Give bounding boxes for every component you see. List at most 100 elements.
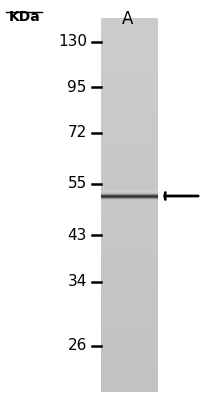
Bar [101, 72, 158, 74]
Bar [101, 134, 158, 136]
Bar [101, 242, 158, 244]
Bar [101, 304, 158, 306]
Bar [101, 211, 158, 212]
Bar [101, 138, 158, 140]
Bar [101, 203, 158, 205]
Bar [101, 314, 158, 315]
Bar [101, 295, 158, 297]
Bar [101, 306, 158, 308]
Bar [101, 199, 158, 201]
Bar [101, 198, 158, 199]
Bar [101, 209, 158, 211]
Bar [101, 207, 158, 209]
Bar [101, 332, 158, 334]
Bar [101, 212, 158, 214]
Bar [101, 147, 158, 149]
Bar [101, 128, 158, 130]
Bar [101, 263, 158, 265]
Bar [101, 190, 158, 192]
Bar [101, 18, 158, 20]
Bar [101, 95, 158, 96]
Bar [101, 366, 158, 368]
Bar [101, 74, 158, 76]
Bar [101, 192, 158, 194]
Bar [101, 179, 158, 181]
Bar [101, 85, 158, 87]
Bar [101, 261, 158, 263]
Bar [101, 110, 158, 112]
Bar [101, 130, 158, 132]
Text: 34: 34 [67, 274, 87, 290]
Bar [101, 224, 158, 226]
Bar [101, 237, 158, 239]
Bar [101, 278, 158, 280]
Bar [101, 166, 158, 168]
Bar [101, 46, 158, 48]
Bar [101, 280, 158, 282]
Bar [101, 160, 158, 162]
Bar [101, 40, 158, 42]
Bar [101, 323, 158, 325]
Bar [101, 112, 158, 113]
Bar [101, 164, 158, 166]
Text: KDa: KDa [8, 10, 40, 24]
Bar [101, 338, 158, 340]
Bar [101, 181, 158, 182]
Bar [101, 170, 158, 171]
Bar [101, 384, 158, 386]
Bar [101, 353, 158, 354]
Bar [101, 328, 158, 330]
Bar [101, 50, 158, 52]
Bar [101, 149, 158, 151]
Bar [101, 205, 158, 207]
Bar [101, 308, 158, 310]
Bar [101, 276, 158, 278]
Bar [101, 356, 158, 358]
Bar [101, 287, 158, 289]
Bar [101, 67, 158, 68]
Bar [101, 31, 158, 33]
Bar [101, 345, 158, 347]
Bar [101, 390, 158, 392]
Bar [101, 84, 158, 85]
Bar [101, 244, 158, 246]
Bar [101, 214, 158, 216]
Bar [101, 388, 158, 390]
Bar [101, 383, 158, 384]
Bar [101, 123, 158, 124]
Bar [101, 194, 158, 196]
Text: 55: 55 [68, 176, 87, 192]
Bar [101, 38, 158, 40]
Bar [101, 119, 158, 121]
Bar [101, 65, 158, 67]
Text: 26: 26 [67, 338, 87, 354]
Bar [101, 319, 158, 321]
Bar [101, 37, 158, 38]
Bar [101, 334, 158, 336]
Bar [101, 354, 158, 356]
Bar [101, 156, 158, 158]
Bar [101, 70, 158, 72]
Bar [101, 267, 158, 268]
Bar [101, 56, 158, 57]
Bar [101, 235, 158, 237]
Bar [101, 300, 158, 302]
Bar [101, 108, 158, 110]
Bar [101, 289, 158, 291]
Bar [101, 57, 158, 59]
Bar [101, 326, 158, 328]
Bar [101, 343, 158, 345]
Bar [101, 239, 158, 240]
Bar [101, 265, 158, 267]
Bar [101, 61, 158, 63]
Bar [101, 175, 158, 177]
Bar [101, 98, 158, 100]
Bar [101, 216, 158, 218]
Bar [101, 246, 158, 248]
Bar [101, 143, 158, 145]
Bar [101, 102, 158, 104]
Bar [101, 136, 158, 138]
Bar [101, 33, 158, 35]
Bar [101, 379, 158, 381]
Bar [101, 330, 158, 332]
